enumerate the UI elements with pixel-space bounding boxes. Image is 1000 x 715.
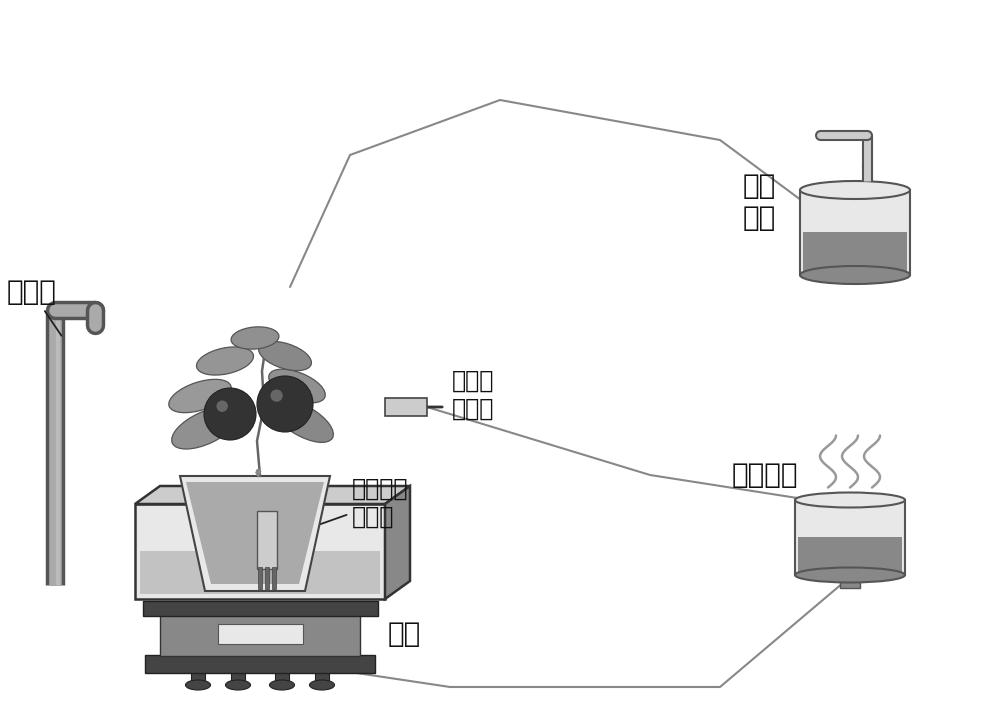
FancyBboxPatch shape [160,614,360,656]
Ellipse shape [800,181,910,199]
Ellipse shape [800,266,910,284]
FancyBboxPatch shape [145,655,375,673]
FancyBboxPatch shape [275,660,289,685]
Circle shape [204,388,256,440]
FancyBboxPatch shape [140,551,380,594]
Ellipse shape [310,680,334,690]
FancyBboxPatch shape [257,511,277,569]
Ellipse shape [795,493,905,508]
Text: 过量水
出水口: 过量水 出水口 [452,369,494,421]
FancyBboxPatch shape [218,624,303,644]
Ellipse shape [795,568,905,583]
FancyBboxPatch shape [385,398,427,416]
FancyBboxPatch shape [840,573,860,588]
FancyBboxPatch shape [803,232,907,273]
FancyBboxPatch shape [265,567,269,589]
Ellipse shape [269,369,325,403]
Text: 供水
参数: 供水 参数 [743,172,776,232]
Polygon shape [135,504,385,599]
Circle shape [257,376,313,432]
Ellipse shape [226,680,250,690]
Polygon shape [186,482,324,584]
Polygon shape [385,486,410,599]
FancyBboxPatch shape [795,500,905,575]
FancyBboxPatch shape [143,601,378,616]
Ellipse shape [169,380,231,413]
FancyBboxPatch shape [191,660,205,685]
FancyBboxPatch shape [798,537,902,573]
Text: 出水参数: 出水参数 [732,461,798,489]
Ellipse shape [273,400,333,443]
Ellipse shape [231,327,279,349]
FancyBboxPatch shape [272,567,276,589]
Ellipse shape [197,347,253,375]
Circle shape [216,400,228,412]
Text: 天平: 天平 [388,620,421,648]
FancyBboxPatch shape [315,660,329,685]
FancyBboxPatch shape [800,190,910,275]
Ellipse shape [172,407,238,449]
FancyBboxPatch shape [231,660,245,685]
Ellipse shape [186,680,210,690]
Circle shape [270,390,283,402]
Text: 浇水管: 浇水管 [7,278,61,336]
Polygon shape [135,486,410,504]
Text: 土壤含水
量探头: 土壤含水 量探头 [270,477,409,542]
Polygon shape [180,476,330,591]
FancyBboxPatch shape [258,567,262,589]
Ellipse shape [270,680,294,690]
Ellipse shape [259,341,311,370]
